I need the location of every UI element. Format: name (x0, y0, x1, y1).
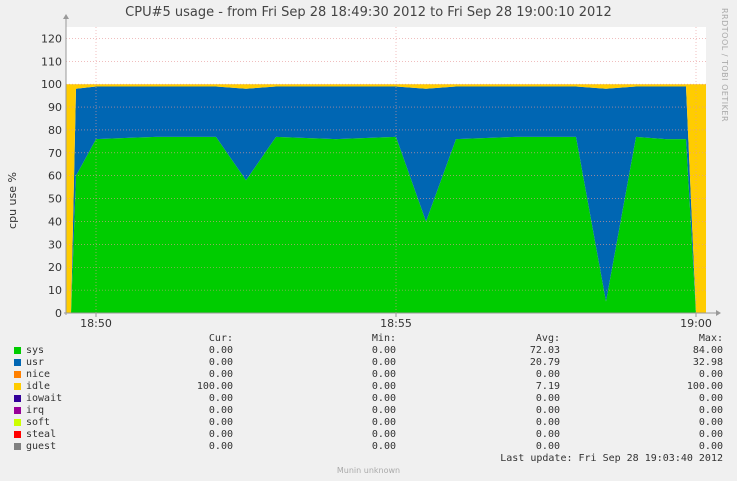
legend-min: 0.00 (371, 405, 396, 416)
x-axis-arrow (716, 310, 721, 316)
legend-max: 0.00 (698, 369, 723, 380)
legend-name: sys (26, 345, 45, 356)
legend-min: 0.00 (371, 357, 396, 368)
last-update-row: Last update: Fri Sep 28 19:03:40 2012 (0, 453, 737, 465)
legend-row-sys: sys 0.00 0.00 72.03 84.00 (0, 345, 737, 357)
y-tick-label-40: 40 (48, 215, 62, 228)
legend-min: 0.00 (371, 393, 396, 404)
legend-min: 0.00 (371, 345, 396, 356)
legend-max: 0.00 (698, 429, 723, 440)
legend-name: soft (26, 417, 51, 428)
legend-avg: 0.00 (535, 369, 560, 380)
legend-row-soft: soft 0.00 0.00 0.00 0.00 (0, 417, 737, 429)
legend-min: 0.00 (371, 381, 396, 392)
legend-max: 32.98 (692, 357, 723, 368)
legend-swatch-usr (14, 359, 21, 366)
legend-swatch-irq (14, 407, 21, 414)
legend-row-iowait: iowait 0.00 0.00 0.00 0.00 (0, 393, 737, 405)
legend-min: 0.00 (371, 369, 396, 380)
legend-swatch-guest (14, 443, 21, 450)
y-tick-label-60: 60 (48, 170, 62, 183)
legend-swatch-sys (14, 347, 21, 354)
footer: Munin unknown (336, 466, 401, 475)
legend-avg: 0.00 (535, 405, 560, 416)
legend-avg: 0.00 (535, 417, 560, 428)
legend-cur: 0.00 (208, 429, 233, 440)
legend-cur: 0.00 (208, 369, 233, 380)
legend-name: irq (26, 405, 45, 416)
series-area-usr (66, 86, 706, 313)
legend-min: 0.00 (371, 441, 396, 452)
y-axis-arrow (63, 14, 69, 19)
legend-avg: 0.00 (535, 429, 560, 440)
y-tick-label-100: 100 (41, 78, 62, 91)
chart-title: CPU#5 usage - from Fri Sep 28 18:49:30 2… (125, 5, 612, 20)
cpu-usage-chart: 0 10 20 30 40 50 60 70 80 90 100 110 120 18:50 18:55 19… (41, 14, 721, 330)
x-tick-label-18:55: 18:55 (380, 317, 412, 330)
series-area-sys (66, 136, 706, 313)
legend-row-nice: nice 0.00 0.00 0.00 0.00 (0, 369, 737, 381)
legend-max: 84.00 (692, 345, 723, 356)
legend-cur: 0.00 (208, 393, 233, 404)
legend-max: 0.00 (698, 441, 723, 452)
legend-cur: 0.00 (208, 405, 233, 416)
legend-swatch-soft (14, 419, 21, 426)
legend-header: Cur: Min: Avg: Max: (0, 333, 737, 345)
legend-name: nice (26, 369, 51, 380)
x-tick-label-19:00: 19:00 (680, 317, 712, 330)
legend-avg: 0.00 (535, 441, 560, 452)
legend-cur: 0.00 (208, 441, 233, 452)
legend-max: 0.00 (698, 405, 723, 416)
legend-swatch-idle (14, 383, 21, 390)
y-tick-label-120: 120 (41, 32, 62, 45)
legend-avg: 0.00 (535, 393, 560, 404)
y-tick-label-80: 80 (48, 124, 62, 137)
legend-max: 100.00 (686, 381, 723, 392)
legend-cur: 100.00 (196, 381, 233, 392)
rrdtool-watermark: RRDTOOL / TOBI OETIKER (720, 8, 729, 123)
legend-header-cur: Cur: (208, 333, 233, 344)
y-tick-label-0: 0 (55, 307, 62, 320)
last-update: Last update: Fri Sep 28 19:03:40 2012 (500, 453, 723, 464)
legend-name: guest (26, 441, 57, 452)
y-tick-label-20: 20 (48, 261, 62, 274)
legend-min: 0.00 (371, 417, 396, 428)
legend-header-avg: Avg: (535, 333, 560, 344)
legend-name: idle (26, 381, 51, 392)
y-tick-label-30: 30 (48, 238, 62, 251)
legend-avg: 7.19 (535, 381, 560, 392)
legend-row-idle: idle 100.00 0.00 7.19 100.00 (0, 381, 737, 393)
legend-max: 0.00 (698, 393, 723, 404)
legend-avg: 72.03 (529, 345, 560, 356)
legend-max: 0.00 (698, 417, 723, 428)
legend-row-guest: guest 0.00 0.00 0.00 0.00 (0, 441, 737, 453)
legend-row-steal: steal 0.00 0.00 0.00 0.00 (0, 429, 737, 441)
legend-cur: 0.00 (208, 345, 233, 356)
legend-name: usr (26, 357, 45, 368)
legend-cur: 0.00 (208, 417, 233, 428)
x-tick-label-18:50: 18:50 (80, 317, 112, 330)
legend-header-min: Min: (371, 333, 396, 344)
y-tick-label-50: 50 (48, 193, 62, 206)
y-tick-label-90: 90 (48, 101, 62, 114)
legend-swatch-iowait (14, 395, 21, 402)
y-tick-label-70: 70 (48, 147, 62, 160)
legend-cur: 0.00 (208, 357, 233, 368)
legend-swatch-nice (14, 371, 21, 378)
legend-name: steal (26, 429, 57, 440)
y-tick-label-10: 10 (48, 284, 62, 297)
legend-avg: 20.79 (529, 357, 560, 368)
legend-row-irq: irq 0.00 0.00 0.00 0.00 (0, 405, 737, 417)
legend-swatch-steal (14, 431, 21, 438)
legend-row-usr: usr 0.00 0.00 20.79 32.98 (0, 357, 737, 369)
y-tick-label-110: 110 (41, 55, 62, 68)
legend-name: iowait (26, 393, 63, 404)
legend-min: 0.00 (371, 429, 396, 440)
legend-header-max: Max: (698, 333, 723, 344)
